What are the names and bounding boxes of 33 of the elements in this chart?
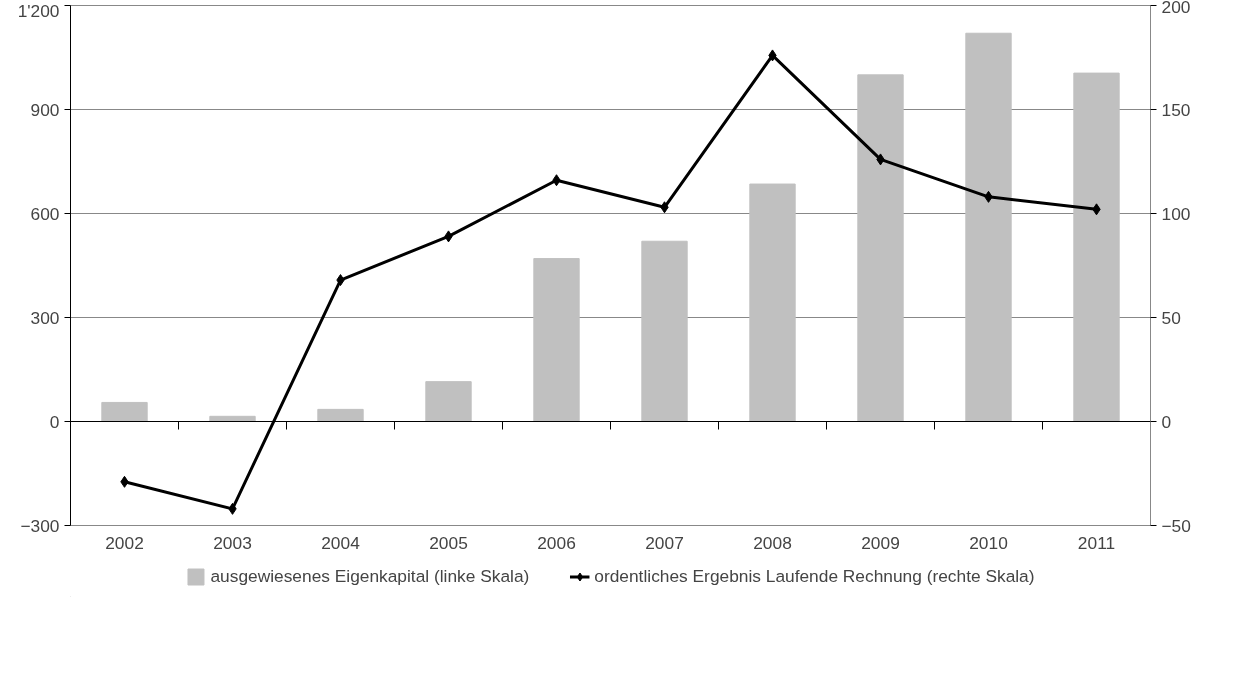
legend-label: ordentliches Ergebnis Laufende Rechnung (rechte Skala) xyxy=(594,565,1035,587)
x-tick-label: 2009 xyxy=(861,532,900,553)
y2-tick-label: 50 xyxy=(1161,307,1181,328)
x-tick-label: 2007 xyxy=(645,532,684,553)
y2-tick-label: 100 xyxy=(1161,203,1191,224)
y-tick-label: 1'200 xyxy=(17,0,60,21)
x-tick-label: 2006 xyxy=(537,532,576,553)
y2-tick-label: 150 xyxy=(1161,99,1191,120)
bar xyxy=(101,401,148,422)
x-tick-label: 2002 xyxy=(105,532,144,553)
x-tick-label: 2003 xyxy=(213,532,252,553)
bar xyxy=(1073,72,1120,422)
x-tick-label: 2004 xyxy=(321,532,361,553)
bar xyxy=(641,240,688,422)
x-tick-label: 2005 xyxy=(429,532,468,553)
y-tick-label: −300 xyxy=(20,515,60,536)
bar xyxy=(965,32,1012,422)
y-tick-label: 900 xyxy=(30,99,60,120)
y2-tick-label: 200 xyxy=(1161,0,1191,17)
x-tick-label: 2008 xyxy=(753,532,792,553)
x-tick-label: 2010 xyxy=(969,532,1008,553)
x-tick-label: 2011 xyxy=(1077,532,1116,553)
bar xyxy=(317,408,364,422)
y-tick-label: 300 xyxy=(30,307,60,328)
bar xyxy=(425,381,472,422)
y2-tick-label: 0 xyxy=(1161,411,1172,432)
y-tick-label: 600 xyxy=(30,203,60,224)
y-tick-label: 0 xyxy=(49,411,60,432)
bar xyxy=(857,74,904,422)
y2-tick-label: −50 xyxy=(1161,515,1191,536)
bar xyxy=(533,258,580,422)
legend-label: ausgewiesenes Eigenkapital (linke Skala) xyxy=(210,565,530,587)
bar xyxy=(749,183,796,422)
